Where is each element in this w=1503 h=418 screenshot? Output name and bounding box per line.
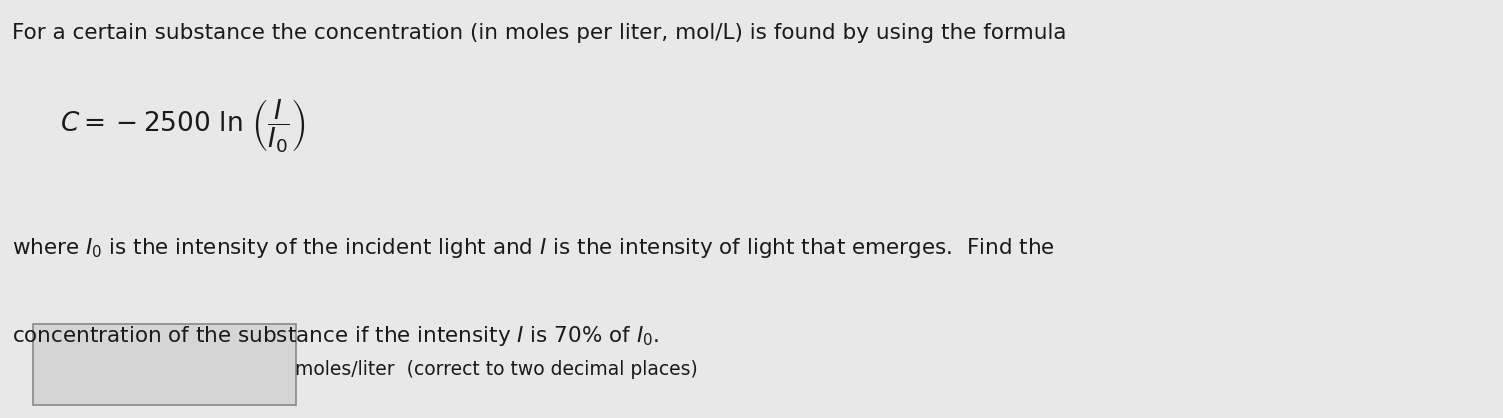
Text: concentration of the substance if the intensity $I$ is 70% of $I_0$.: concentration of the substance if the in… bbox=[12, 324, 660, 348]
Text: For a certain substance the concentration (in moles per liter, mol/L) is found b: For a certain substance the concentratio… bbox=[12, 23, 1067, 43]
FancyBboxPatch shape bbox=[33, 324, 296, 405]
Text: moles/liter  (correct to two decimal places): moles/liter (correct to two decimal plac… bbox=[295, 360, 697, 380]
Text: where $I_0$ is the intensity of the incident light and $I$ is the intensity of l: where $I_0$ is the intensity of the inci… bbox=[12, 236, 1055, 260]
Text: $C = -2500\ \mathrm{ln}\ \left(\dfrac{I}{I_0}\right)$: $C = -2500\ \mathrm{ln}\ \left(\dfrac{I}… bbox=[60, 97, 305, 154]
